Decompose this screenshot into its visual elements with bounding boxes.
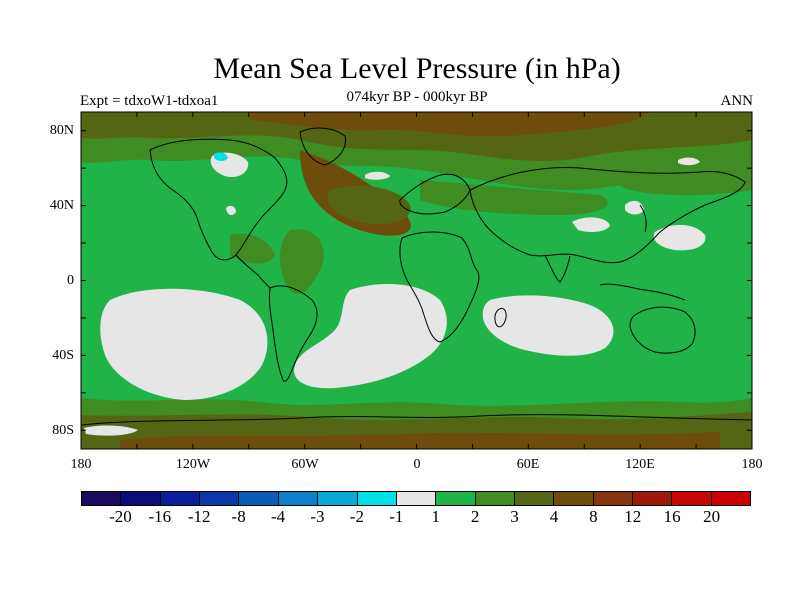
- lat-tick-label: 40S: [52, 348, 74, 363]
- coast-madagascar: [494, 307, 507, 328]
- colorbar-label: -1: [389, 507, 404, 526]
- field-north-pacific-low: [653, 224, 706, 251]
- colorbar-swatch: [475, 492, 515, 505]
- colorbar-label: -20: [109, 507, 132, 526]
- field-arctic-low-1: [365, 171, 390, 180]
- coast-australia: [629, 306, 696, 354]
- coast-japan: [639, 204, 647, 233]
- lon-tick-label: 120E: [625, 457, 655, 472]
- coast-africa: [399, 231, 480, 343]
- field-arctic-core: [250, 112, 650, 137]
- coast-north-america: [149, 138, 288, 261]
- field-south-pacific-low: [100, 288, 268, 400]
- colorbar-swatch: [278, 492, 319, 505]
- colorbar-label: 3: [510, 507, 519, 526]
- field-asia-band: [420, 180, 608, 215]
- lon-tick-label: 180: [741, 457, 763, 472]
- coast-antarctica: [81, 414, 752, 426]
- colorbar-swatch: [239, 492, 279, 505]
- colorbar-swatch: [160, 492, 201, 505]
- field-antarctic-low: [84, 425, 138, 436]
- colorbar-swatch: [357, 492, 397, 505]
- colorbar-label: 16: [663, 507, 681, 526]
- lat-tick-label: 40N: [49, 198, 74, 213]
- lat-tick-label: 0: [67, 273, 74, 288]
- field-japan-low: [625, 200, 644, 215]
- field-asia-band2: [600, 159, 752, 196]
- colorbar-swatch: [318, 492, 358, 505]
- field-indian-ocean-low: [482, 295, 614, 356]
- coast-europe: [399, 173, 471, 215]
- colorbar-label: -3: [310, 507, 325, 526]
- colorbar-label: 1: [431, 507, 440, 526]
- lon-tick-label: 120W: [175, 457, 211, 472]
- coast-india: [544, 254, 571, 283]
- colorbar-swatch: [121, 492, 161, 505]
- colorbar-swatch: [82, 492, 122, 505]
- coast-indonesia: [599, 283, 686, 301]
- lon-tick-label: 0: [413, 457, 421, 472]
- colorbar-label: 8: [589, 507, 598, 526]
- field-atlantic-ridge: [279, 229, 324, 294]
- experiment-label: Expt = tdxoW1-tdxoa1: [80, 93, 219, 109]
- map-title: Mean Sea Level Pressure (in hPa): [213, 52, 621, 85]
- lon-tick-label: 180: [70, 457, 92, 472]
- lon-tick-label: 60W: [291, 457, 319, 472]
- field-nw-pacific-low: [572, 217, 610, 233]
- colorbar-swatch: [593, 492, 634, 505]
- coast-greenland: [299, 127, 347, 166]
- axis-ticks: [80, 112, 753, 449]
- colorbar-label: -4: [270, 507, 286, 526]
- colorbar-swatch: [436, 492, 476, 505]
- coastlines: [81, 127, 752, 426]
- colorbar-swatch: [672, 492, 712, 505]
- lon-tick-label: 60E: [516, 457, 540, 472]
- coast-south-america: [269, 285, 318, 382]
- field-arctic-low-2: [678, 157, 700, 166]
- field-hudson-low: [214, 152, 228, 161]
- lat-tick-label: 80S: [52, 423, 74, 438]
- field-north-atlantic-low: [226, 205, 236, 216]
- colorbar-swatch: [633, 492, 673, 505]
- colorbar-label: -12: [187, 507, 211, 526]
- colorbar-label: 12: [624, 507, 642, 526]
- field-antarctica-core: [120, 432, 720, 449]
- coast-asia: [469, 166, 746, 264]
- colorbar-swatch: [396, 492, 437, 505]
- lat-tick-label: 80N: [49, 123, 74, 138]
- colorbar-label: -2: [349, 507, 364, 526]
- colorbar-swatch: [554, 492, 594, 505]
- colorbar-swatch: [514, 492, 555, 505]
- colorbar-label: 20: [703, 507, 721, 526]
- season-label: ANN: [720, 93, 754, 109]
- field-west-atlantic: [230, 233, 275, 264]
- map-subtitle: 074kyr BP - 000kyr BP: [346, 89, 488, 105]
- coast-central-america: [235, 254, 271, 289]
- colorbar-swatch: [711, 492, 751, 505]
- colorbar-label: -16: [148, 507, 172, 526]
- colorbar-label: 2: [470, 507, 480, 526]
- colorbar-swatch: [200, 492, 240, 505]
- colorbar: [81, 491, 751, 506]
- field-south-atlantic-low: [294, 284, 447, 389]
- colorbar-label: -8: [231, 507, 246, 526]
- field-greenland-high: [327, 185, 411, 225]
- colorbar-label: 4: [549, 507, 559, 526]
